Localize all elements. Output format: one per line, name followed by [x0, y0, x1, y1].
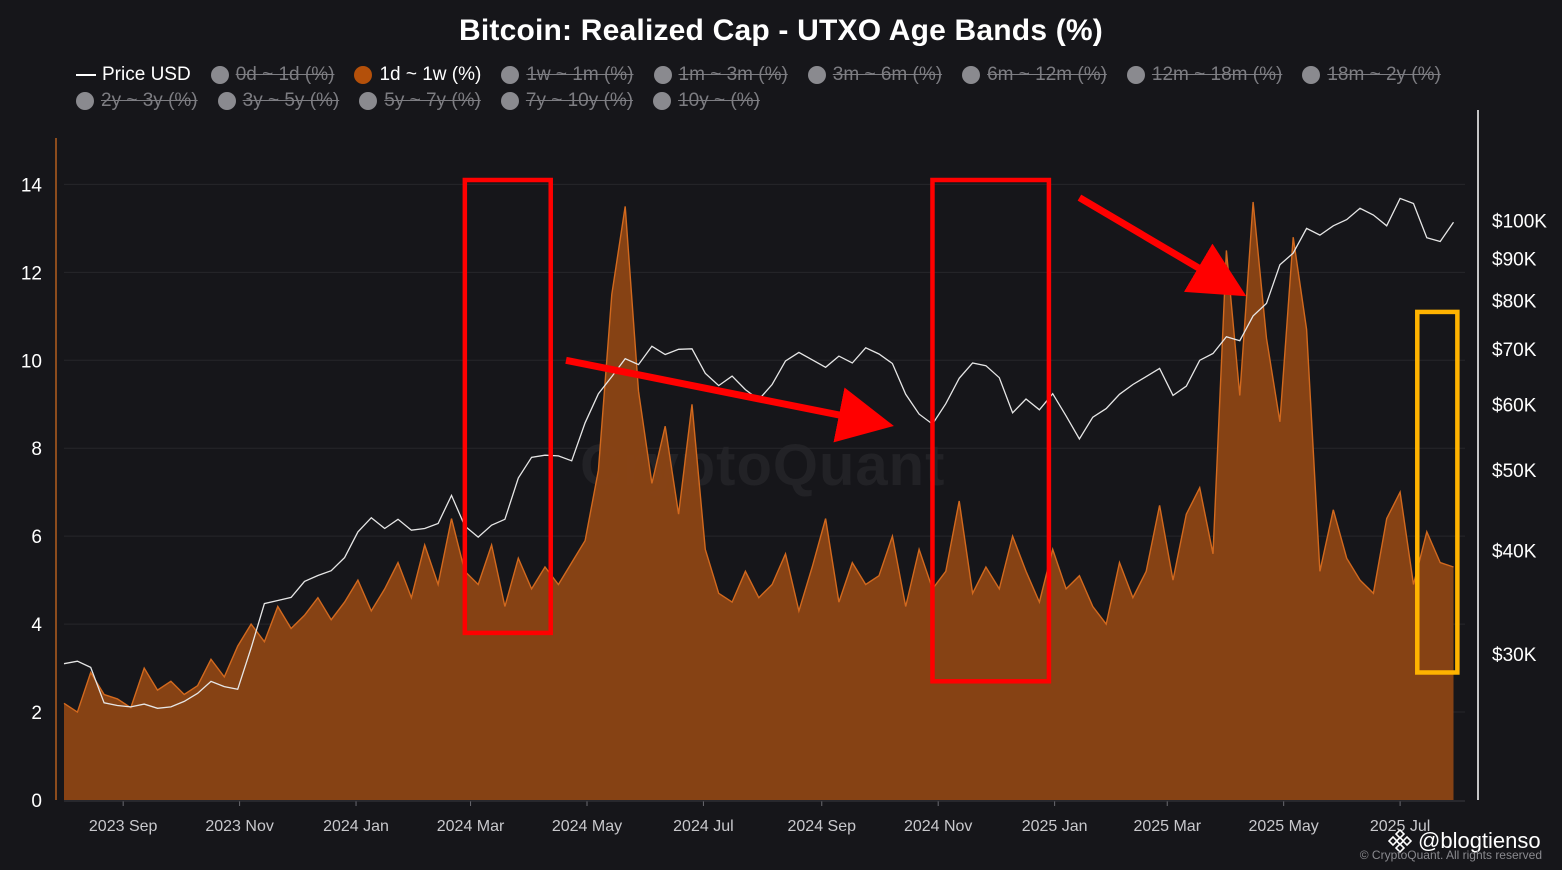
x-tick-label: 2024 Jul — [673, 818, 734, 835]
legend-dot-icon — [653, 92, 672, 110]
legend-item-6[interactable]: 6m ~ 12m (%) — [962, 64, 1107, 86]
left-tick-label: 4 — [31, 615, 42, 636]
legend-item-4[interactable]: 1m ~ 3m (%) — [653, 64, 788, 86]
right-tick-label: $80K — [1492, 292, 1537, 313]
legend-item-11[interactable]: 5y ~ 7y (%) — [359, 90, 481, 112]
legend-dot-icon — [653, 66, 672, 84]
legend-label: 1m ~ 3m (%) — [678, 64, 788, 85]
annotations — [462, 177, 1460, 684]
legend-label: 12m ~ 18m (%) — [1151, 64, 1283, 85]
legend-item-8[interactable]: 18m ~ 2y (%) — [1302, 64, 1441, 86]
x-tick-label: 2024 Sep — [788, 818, 857, 835]
legend-dot-icon — [1302, 66, 1321, 84]
highlight-box-2 — [1415, 309, 1460, 675]
legend-item-0[interactable]: Price USD — [76, 64, 191, 86]
legend-label: 7y ~ 10y (%) — [525, 90, 634, 111]
legend-dot-icon — [500, 92, 519, 110]
legend-label: 0d ~ 1d (%) — [235, 64, 335, 85]
legend-item-10[interactable]: 3y ~ 5y (%) — [217, 90, 340, 112]
left-tick-label: 2 — [31, 703, 42, 724]
legend-item-12[interactable]: 7y ~ 10y (%) — [500, 90, 634, 112]
x-tick-label: 2024 Nov — [904, 818, 973, 835]
legend-item-2[interactable]: 1d ~ 1w (%) — [354, 64, 481, 86]
legend-label: 18m ~ 2y (%) — [1327, 64, 1441, 85]
legend-dot-icon — [962, 66, 981, 84]
x-tick-label: 2024 Jan — [323, 818, 389, 835]
x-tick-label: 2023 Sep — [89, 818, 158, 835]
x-tick-label: 2023 Nov — [205, 818, 274, 835]
legend-label: 1d ~ 1w (%) — [379, 64, 482, 85]
highlight-box-0 — [462, 177, 553, 636]
trend-arrow-4 — [1077, 194, 1247, 297]
left-tick-label: 0 — [31, 791, 42, 812]
left-tick-label: 14 — [21, 175, 43, 196]
legend-label: 2y ~ 3y (%) — [101, 90, 198, 111]
right-tick-label: $70K — [1492, 340, 1537, 361]
highlight-box-1 — [930, 177, 1052, 684]
legend-dot-icon — [1126, 66, 1145, 84]
left-tick-label: 10 — [21, 351, 42, 372]
legend-row-2: 2y ~ 3y (%) 3y ~ 5y (%) 5y ~ 7y (%) 7y ~ 10… — [76, 90, 780, 112]
axes: 0 2 4 6 8 10 12 14 $30K $40K $50K $60K $70K $80K $90K $… — [21, 110, 1547, 835]
right-tick-label: $50K — [1492, 461, 1537, 482]
author-handle: @blogtienso — [1388, 828, 1541, 854]
legend-dot-icon — [210, 66, 229, 84]
area-outline — [63, 201, 1454, 714]
handle-text: @blogtienso — [1418, 828, 1541, 853]
legend-dot-icon — [354, 66, 373, 84]
legend-item-7[interactable]: 12m ~ 18m (%) — [1126, 64, 1283, 86]
legend-dot-icon — [501, 66, 520, 84]
legend-label: 1w ~ 1m (%) — [526, 64, 634, 85]
chart-title: Bitcoin: Realized Cap - UTXO Age Bands (… — [458, 14, 1103, 47]
line-key-icon — [76, 74, 96, 76]
x-tick-label: 2024 May — [552, 818, 622, 835]
right-tick-label: $40K — [1492, 541, 1537, 562]
legend-item-3[interactable]: 1w ~ 1m (%) — [501, 64, 634, 86]
x-tick-label: 2025 Jul — [1370, 818, 1431, 835]
left-tick-label: 12 — [21, 263, 42, 284]
legend-item-13[interactable]: 10y ~ (%) — [653, 90, 760, 112]
area-fill — [64, 202, 1454, 800]
legend-label: 5y ~ 7y (%) — [384, 90, 481, 111]
legend-row-1: Price USD 0d ~ 1d (%) 1d ~ 1w (%) 1w ~ 1m (… — [76, 64, 1461, 86]
legend-dot-icon — [359, 92, 378, 110]
left-tick-label: 8 — [31, 439, 42, 460]
legend-item-1[interactable]: 0d ~ 1d (%) — [210, 64, 335, 86]
trend-arrow-3 — [565, 356, 894, 443]
series-area-1d-1w — [63, 201, 1454, 800]
legend-item-9[interactable]: 2y ~ 3y (%) — [76, 90, 198, 112]
legend-label: Price USD — [102, 64, 191, 85]
legend-item-5[interactable]: 3m ~ 6m (%) — [807, 64, 943, 86]
legend-label: 3m ~ 6m (%) — [832, 64, 943, 85]
left-tick-label: 6 — [31, 527, 42, 548]
legend-dot-icon — [807, 66, 826, 84]
right-tick-label: $30K — [1492, 645, 1537, 666]
right-tick-label: $90K — [1492, 249, 1537, 270]
right-tick-label: $60K — [1492, 395, 1537, 416]
legend-dot-icon — [217, 92, 236, 110]
legend-label: 10y ~ (%) — [678, 90, 760, 111]
x-tick-label: 2025 Mar — [1133, 818, 1201, 835]
right-tick-label: $100K — [1492, 211, 1547, 232]
x-tick-label: 2025 Jan — [1022, 818, 1088, 835]
x-tick-label: 2024 Mar — [437, 818, 505, 835]
legend-label: 6m ~ 12m (%) — [987, 64, 1107, 85]
legend-label: 3y ~ 5y (%) — [242, 90, 340, 111]
copyright: © CryptoQuant. All rights reserved — [1359, 848, 1542, 862]
binance-logo-icon — [1388, 829, 1412, 853]
legend-dot-icon — [76, 92, 94, 110]
x-tick-label: 2025 May — [1249, 818, 1319, 835]
